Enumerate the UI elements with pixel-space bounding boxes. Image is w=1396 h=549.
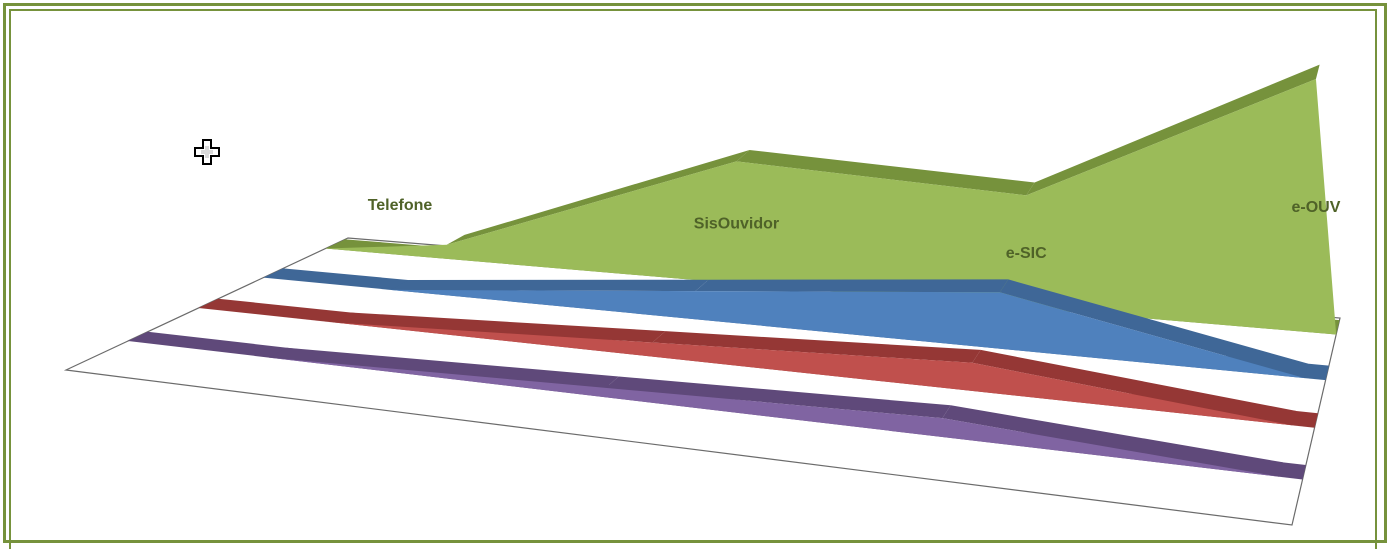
series-1-top-face (1026, 64, 1320, 196)
series-1-front-face (325, 79, 1337, 335)
area-chart-3d[interactable]: Telefone SisOuvidor e-SIC e-OUV (0, 0, 1396, 535)
series-2-front-face (263, 277, 1326, 381)
series-4-top-face (942, 405, 1283, 477)
series-2-top-face (390, 279, 709, 292)
series-4-top-face (268, 347, 619, 388)
category-label-3: e-OUV (1291, 199, 1340, 216)
series-3-front-face (198, 307, 1315, 428)
series-2-top-face (999, 279, 1309, 379)
series-3-top-face (332, 312, 666, 343)
series-2-area[interactable] (263, 268, 1329, 381)
category-label-0: Telefone (368, 197, 433, 214)
series-4-area[interactable] (128, 331, 1306, 480)
series-3-top-face (652, 331, 981, 363)
series-4-front-face (128, 340, 1303, 480)
move-cursor-icon (194, 139, 220, 165)
series-2-top-face (695, 279, 1009, 293)
chart-inner-border (9, 9, 1377, 549)
category-label-2: e-SIC (1006, 245, 1047, 262)
category-label-1: SisOuvidor (694, 215, 779, 232)
series-3-area[interactable] (198, 298, 1318, 428)
series-4-top-face (605, 376, 951, 419)
series-1-top-face (446, 149, 750, 245)
series-1-top-face (736, 149, 1035, 196)
series-3-top-face (972, 349, 1296, 426)
